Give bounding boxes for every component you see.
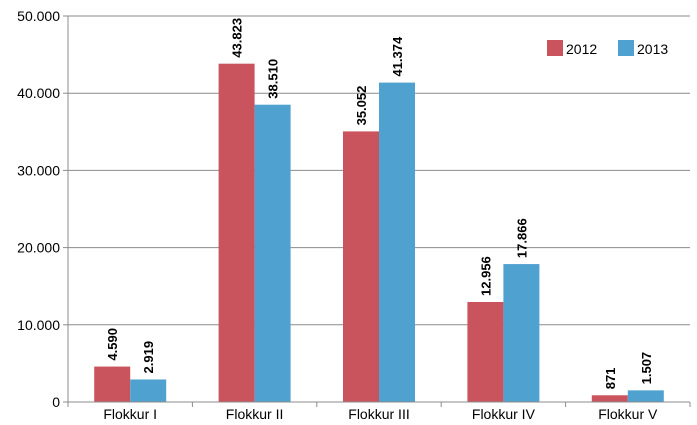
x-category-label: Flokkur V: [598, 406, 658, 422]
legend-label-2013: 2013: [637, 41, 668, 57]
bar-2013-3: [379, 82, 415, 403]
bar-2012-1: [94, 366, 131, 402]
bars: [94, 63, 664, 403]
legend: 2012 2013: [547, 40, 668, 57]
bar-2012-2: [218, 63, 255, 403]
bar-2013-5: [627, 390, 664, 402]
data-label: 43.823: [230, 18, 245, 58]
x-category-label: Flokkur IV: [472, 406, 536, 422]
data-label: 35.052: [354, 86, 369, 126]
data-label: 17.866: [514, 218, 529, 258]
data-label: 871: [603, 368, 618, 390]
y-tick-label: 50.000: [17, 8, 60, 24]
bar-2012-5: [591, 395, 628, 402]
y-tick-label: 30.000: [17, 162, 60, 178]
data-label: 38.510: [266, 59, 281, 99]
data-label: 1.507: [639, 352, 654, 385]
legend-swatch-2012: [547, 40, 563, 56]
bar-2013-4: [503, 264, 540, 402]
data-labels: 4.590 2.919 43.823 38.510 35.052 41.374 12.956…: [105, 18, 654, 389]
y-axis-tick-labels: 0 10.000 20.000 30.000 40.000 50.000: [17, 8, 60, 410]
x-category-label: Flokkur I: [103, 406, 157, 422]
y-tick-label: 20.000: [17, 240, 60, 256]
bar-2012-3: [343, 131, 379, 402]
data-label: 12.956: [478, 256, 493, 296]
x-axis-category-labels: Flokkur I Flokkur II Flokkur III Flokkur IV…: [103, 406, 658, 422]
data-label: 41.374: [390, 36, 405, 77]
y-tick-label: 0: [52, 394, 60, 410]
bar-2012-4: [467, 301, 504, 402]
y-tick-label: 40.000: [17, 85, 60, 101]
legend-swatch-2013: [618, 40, 634, 56]
bar-2013-2: [254, 104, 291, 403]
bar-2013-1: [130, 379, 167, 402]
legend-label-2012: 2012: [566, 41, 597, 57]
axes: [63, 15, 691, 407]
data-label: 4.590: [105, 328, 120, 361]
x-category-label: Flokkur II: [226, 406, 284, 422]
data-label: 2.919: [141, 341, 156, 374]
y-tick-label: 10.000: [17, 317, 60, 333]
x-category-label: Flokkur III: [348, 406, 409, 422]
